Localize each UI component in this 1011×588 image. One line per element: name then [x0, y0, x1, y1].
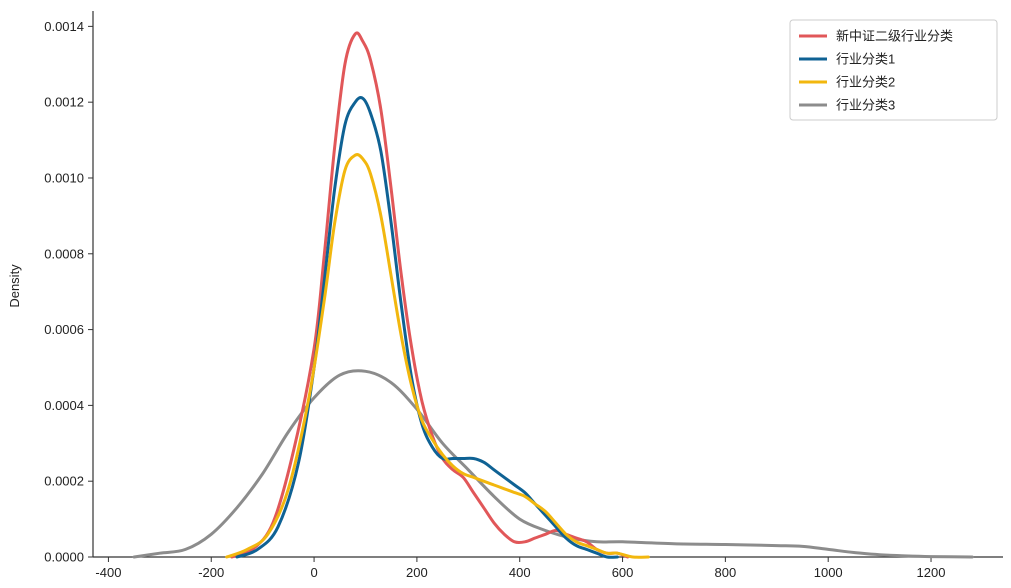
x-tick-label: 800	[715, 565, 737, 580]
series-line-4	[132, 369, 974, 559]
x-tick-label: 0	[310, 565, 317, 580]
legend-label: 行业分类2	[836, 75, 895, 90]
x-tick-label: -200	[198, 565, 224, 580]
y-tick-label: 0.0014	[44, 19, 84, 34]
x-tick-label: 200	[406, 565, 428, 580]
x-tick-label: -400	[95, 565, 121, 580]
y-tick-label: 0.0002	[44, 474, 84, 489]
y-tick-label: 0.0000	[44, 550, 84, 565]
axes: -400 -200 0 200 400 600 800 1000 1200 0.0000 0.000…	[7, 11, 1003, 580]
y-tick-label: 0.0010	[44, 170, 84, 185]
series-layer	[132, 31, 974, 559]
y-tick-label: 0.0008	[44, 246, 84, 261]
legend-box	[789, 19, 998, 121]
legend-label: 行业分类1	[836, 52, 895, 67]
y-tick-label: 0.0012	[44, 95, 84, 110]
series-line-3	[225, 153, 650, 559]
x-tick-label: 1000	[814, 565, 843, 580]
x-tick-label: 600	[612, 565, 634, 580]
y-tick-label: 0.0004	[44, 398, 84, 413]
x-tick-label: 400	[509, 565, 531, 580]
y-tick-label: 0.0006	[44, 322, 84, 337]
y-axis-title: Density	[7, 264, 22, 308]
legend-label: 新中证二级行业分类	[836, 29, 953, 44]
legend-label: 行业分类3	[836, 98, 895, 113]
x-tick-label: 1200	[917, 565, 946, 580]
series-line-2	[235, 96, 619, 559]
